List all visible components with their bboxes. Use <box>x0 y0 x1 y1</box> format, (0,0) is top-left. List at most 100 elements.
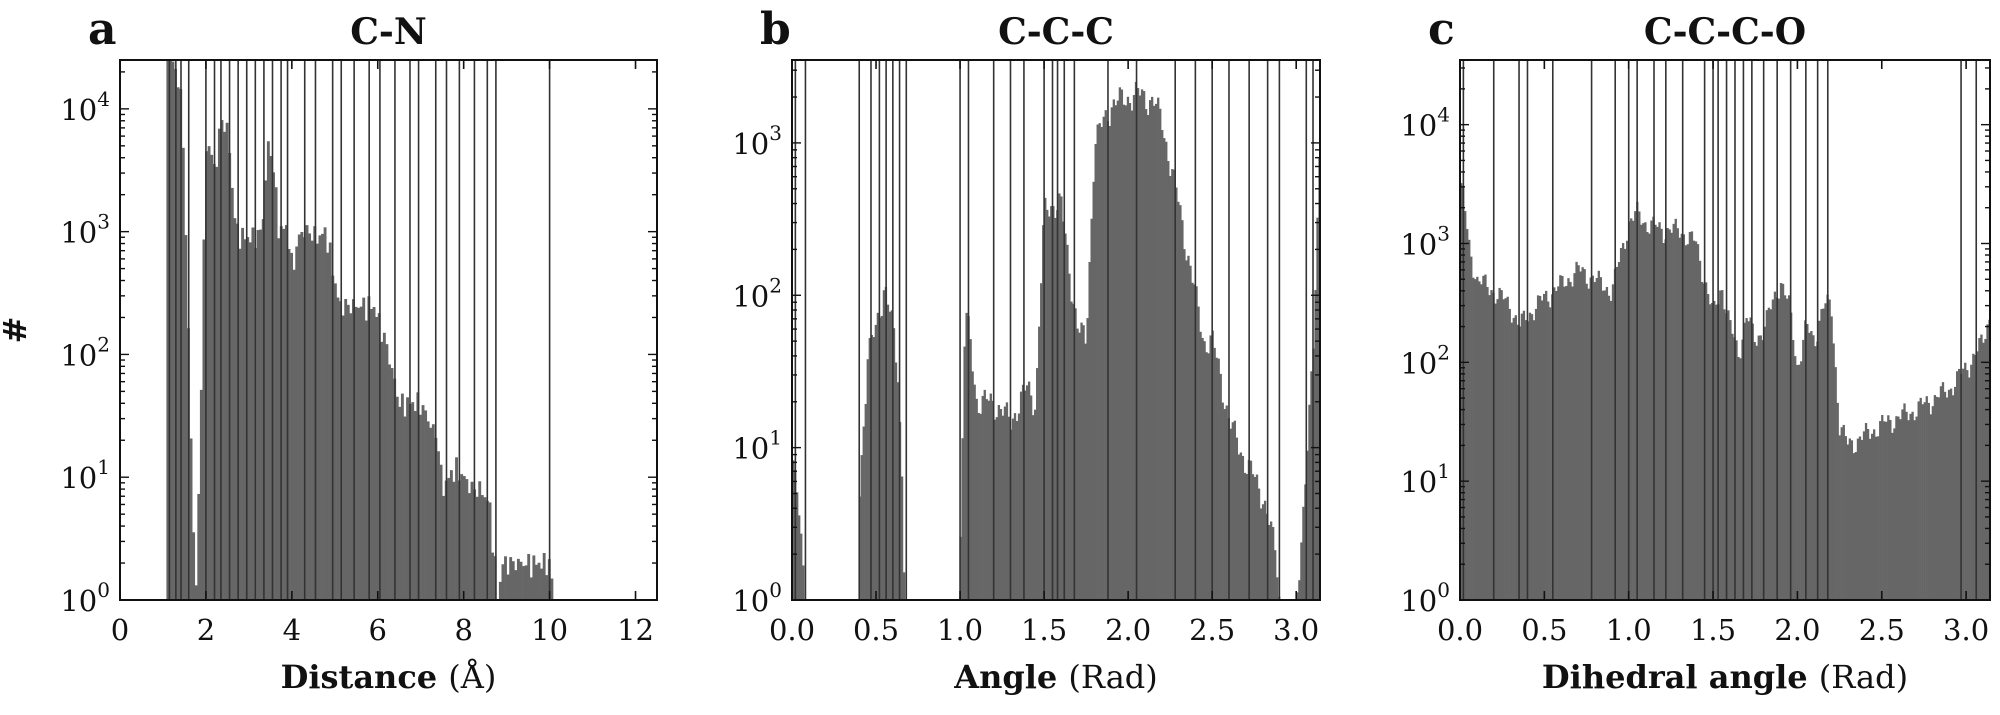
histogram-bars <box>166 56 553 600</box>
y-tick-label: 101 <box>732 426 782 466</box>
histogram-bar <box>1125 105 1127 600</box>
histogram-bar <box>1559 275 1561 600</box>
histogram-bar <box>1784 295 1786 600</box>
histogram-bar <box>321 234 324 600</box>
histogram-bar <box>1179 205 1181 600</box>
histogram-bar <box>1671 233 1673 600</box>
histogram-bar <box>1604 290 1606 600</box>
histogram-bar <box>972 371 974 600</box>
histogram-bar <box>1895 416 1897 600</box>
histogram-bar <box>1930 414 1932 600</box>
histogram-bar <box>329 243 332 601</box>
histogram-bar <box>1070 302 1072 600</box>
histogram-bar <box>1163 138 1165 600</box>
histogram-bar <box>1238 455 1240 601</box>
histogram-bar <box>275 187 278 600</box>
histogram-bar <box>1185 260 1187 600</box>
histogram-bar <box>1685 245 1687 600</box>
histogram-bar <box>1177 202 1179 600</box>
histogram-bar <box>501 564 504 600</box>
histogram-bar <box>1863 431 1865 600</box>
histogram-bar <box>414 411 417 600</box>
histogram-bar <box>391 368 394 600</box>
histogram-bar <box>863 427 865 600</box>
histogram-bar <box>1503 299 1505 600</box>
histogram-bar <box>298 235 301 601</box>
histogram-bar <box>190 439 193 601</box>
histogram-bar <box>1936 397 1938 600</box>
histogram-bar <box>1199 332 1201 600</box>
x-tick-label: 8 <box>454 613 472 647</box>
histogram-bar <box>1913 420 1915 600</box>
histogram-bar <box>1119 87 1121 600</box>
y-axis-label: # <box>0 317 34 344</box>
histogram-bar <box>1745 318 1747 600</box>
x-tick-label: 2.5 <box>1189 613 1235 647</box>
histogram-bar <box>1624 249 1626 600</box>
y-tick-exponent: 0 <box>97 578 110 602</box>
histogram-bar <box>1739 358 1741 600</box>
histogram-bar <box>1909 414 1911 600</box>
histogram-bar <box>1476 277 1478 600</box>
histogram-bar <box>1830 316 1832 600</box>
histogram-bar <box>1707 294 1709 600</box>
histogram-bar <box>1926 396 1928 600</box>
histogram-bar <box>282 229 285 600</box>
histogram-bar <box>1940 386 1942 600</box>
y-tick-exponent: 3 <box>769 121 782 145</box>
histogram-bar <box>1922 404 1924 600</box>
x-axis-unit: (Å) <box>448 658 496 696</box>
histogram-bar <box>1583 269 1585 600</box>
y-tick-label: 102 <box>1400 340 1450 380</box>
histogram-bar <box>1161 130 1163 600</box>
histogram-bar <box>184 235 187 600</box>
histogram-bar <box>1563 287 1565 600</box>
histogram-bar <box>1103 117 1105 600</box>
histogram-bar <box>1792 340 1794 600</box>
histogram-bar <box>1948 390 1950 600</box>
histogram-bar <box>1270 522 1272 600</box>
histogram-bar <box>231 188 234 600</box>
histogram-bar <box>1869 439 1871 600</box>
histogram-bar <box>375 317 378 600</box>
histogram-bar <box>267 141 270 600</box>
histogram-bar <box>1097 125 1099 601</box>
histogram-bar <box>998 405 1000 600</box>
histogram-bar <box>1956 371 1958 600</box>
histogram-bar <box>1533 320 1535 600</box>
histogram-bar <box>300 232 303 600</box>
histogram-bar <box>383 333 386 600</box>
histogram-bar <box>1586 284 1588 600</box>
histogram-bar <box>1899 419 1901 600</box>
y-tick-exponent: 1 <box>97 455 110 479</box>
histogram-bar <box>1131 111 1133 600</box>
histogram-bar <box>1859 436 1861 600</box>
histogram-bar <box>355 307 358 600</box>
histogram-bar <box>978 413 980 600</box>
histogram-bar <box>1167 161 1169 600</box>
histogram-bar <box>208 146 211 600</box>
histogram-bar <box>1523 311 1525 600</box>
histogram-bar <box>360 307 363 600</box>
histogram-bar <box>1810 331 1812 600</box>
x-tick-label: 4 <box>283 613 301 647</box>
histogram-bar <box>1496 299 1498 600</box>
histogram-bar <box>1907 420 1909 600</box>
histogram-bar <box>1494 304 1496 600</box>
histogram-bar <box>1837 403 1839 600</box>
histogram-bar <box>306 225 309 600</box>
histogram-bar <box>873 337 875 600</box>
histogram-bar <box>1240 453 1242 601</box>
x-tick-label: 1.5 <box>1021 613 1067 647</box>
y-tick-label: 103 <box>60 210 110 250</box>
histogram-bar <box>1224 409 1226 600</box>
histogram-bar <box>1262 504 1264 600</box>
histogram-bar <box>1699 261 1701 600</box>
histogram-bar <box>326 253 329 600</box>
histogram-bar <box>210 155 213 600</box>
histogram-bar <box>1236 438 1238 600</box>
histogram-bar <box>1147 115 1149 600</box>
histogram-bar <box>195 585 198 600</box>
histogram-bar <box>1203 341 1205 600</box>
